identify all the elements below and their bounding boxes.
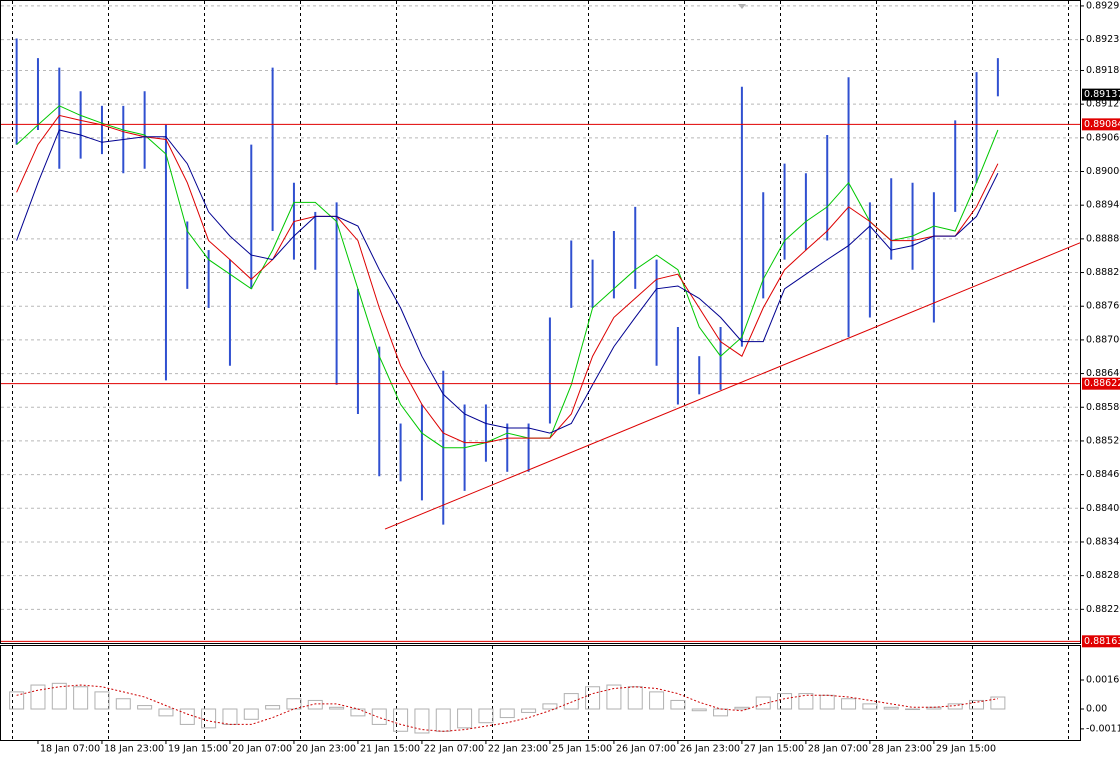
oscillator-bar: [179, 708, 195, 725]
oscillator-bar: [286, 698, 302, 710]
oscillator-bar: [478, 708, 494, 724]
oscillator-bar: [542, 703, 558, 710]
oscillator-bar: [755, 696, 771, 710]
oscillator-bar: [201, 708, 217, 729]
oscillator-y-tick-label: 0.001695: [1086, 674, 1120, 685]
oscillator-bar: [969, 699, 985, 710]
moving-average: [16, 105, 999, 449]
x-tick-label: 21 Jan 15:00: [360, 744, 420, 755]
oscillator-bar: [990, 696, 1006, 710]
oscillator-bar: [777, 693, 793, 710]
x-tick-label: 22 Jan 23:00: [488, 744, 548, 755]
level-label-box: [1082, 118, 1120, 131]
oscillator-bar: [905, 708, 921, 711]
oscillator-y-tick-label: -0.00116: [1086, 723, 1120, 734]
current-price-box: [1082, 88, 1120, 101]
y-tick-label: 0.88220: [1086, 604, 1120, 615]
moving-average: [16, 129, 999, 434]
oscillator-bar: [158, 708, 174, 717]
oscillator-bar: [393, 708, 409, 732]
x-tick-label: 29 Jan 15:00: [936, 744, 996, 755]
y-tick-label: 0.89235: [1086, 34, 1120, 45]
oscillator-bar: [883, 706, 899, 710]
oscillator-bar: [947, 703, 963, 710]
level-label: 0.88163: [1084, 636, 1120, 647]
oscillator-bar: [243, 708, 259, 720]
oscillator-bar: [115, 698, 131, 710]
oscillator-y-tick-label: 0.00: [1086, 704, 1107, 715]
x-tick-label: 19 Jan 15:00: [168, 744, 228, 755]
oscillator-bar: [137, 705, 153, 710]
main-panel-frame: [0, 0, 1081, 644]
oscillator-bar: [862, 703, 878, 710]
x-tick-label: 18 Jan 23:00: [104, 744, 164, 755]
moving-average: [16, 114, 999, 444]
oscillator-signal: [16, 684, 998, 732]
x-tick-label: 18 Jan 07:00: [40, 744, 100, 755]
level-label: 0.89084: [1084, 119, 1120, 130]
x-tick-label: 26 Jan 23:00: [680, 744, 740, 755]
y-tick-label: 0.89295: [1086, 0, 1120, 11]
shift-marker: [738, 4, 746, 9]
oscillator-bar: [73, 686, 89, 710]
oscillator-bar: [30, 684, 46, 710]
current-price-label: 0.89137: [1084, 89, 1120, 100]
x-tick-label: 28 Jan 23:00: [872, 744, 932, 755]
oscillator-bar: [371, 708, 387, 725]
level-label-box: [1082, 377, 1120, 390]
x-tick-label: 26 Jan 07:00: [616, 744, 676, 755]
vertical-grid: [12, 1, 1069, 740]
x-tick-label: 25 Jan 15:00: [552, 744, 612, 755]
oscillator-bar: [691, 708, 707, 712]
oscillator-bar: [521, 708, 537, 713]
oscillator-bar: [94, 691, 110, 710]
x-tick-label: 20 Jan 07:00: [232, 744, 292, 755]
level-label-box: [1082, 635, 1120, 648]
oscillator-bar: [307, 699, 323, 710]
oscillator-bar: [606, 684, 622, 710]
oscillator-bar: [649, 691, 665, 710]
oscillator-bar: [798, 693, 814, 710]
oscillator-bar: [457, 708, 473, 729]
level-label: 0.88622: [1084, 378, 1120, 389]
oscillator-panel-frame: [0, 645, 1081, 741]
oscillator-bar: [9, 691, 25, 710]
oscillator-bar: [670, 699, 686, 710]
x-tick-label: 20 Jan 23:00: [296, 744, 356, 755]
oscillator-bar: [265, 705, 281, 710]
oscillator-bar: [414, 708, 430, 734]
oscillator-bar: [713, 708, 729, 717]
oscillator-bar: [841, 698, 857, 710]
oscillator-bar: [329, 706, 345, 710]
oscillator-bar: [51, 682, 67, 710]
oscillator-bar: [563, 693, 579, 710]
oscillator-bar: [627, 686, 643, 710]
x-tick-label: 27 Jan 15:00: [744, 744, 804, 755]
oscillator-bar: [585, 686, 601, 710]
trendline: [384, 242, 1081, 530]
x-tick-label: 28 Jan 07:00: [808, 744, 868, 755]
x-tick-label: 22 Jan 07:00: [424, 744, 484, 755]
oscillator-bar: [499, 708, 515, 719]
